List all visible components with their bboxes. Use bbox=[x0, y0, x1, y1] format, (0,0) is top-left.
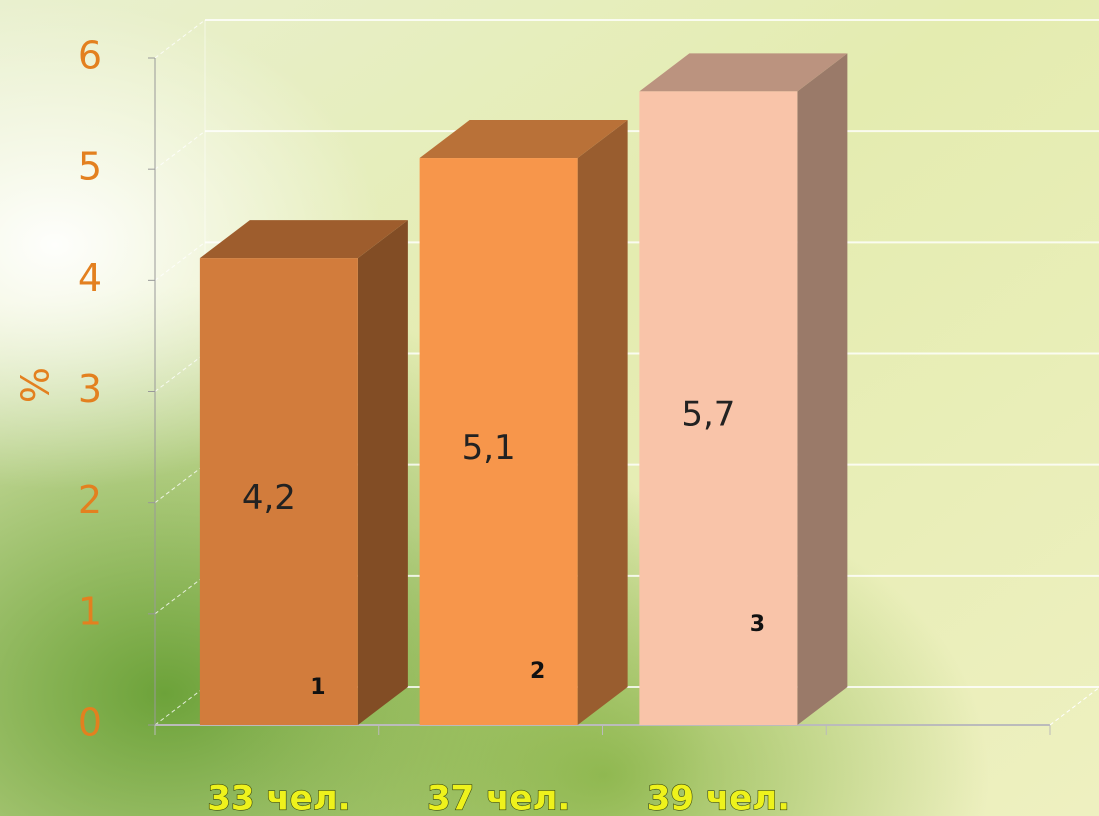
x-tick-label: 33 чел. bbox=[207, 779, 350, 816]
bar-annotation: 1 bbox=[310, 675, 325, 700]
value-label: 5,7 bbox=[681, 395, 735, 435]
x-tick-label: 39 чел. bbox=[647, 779, 790, 816]
y-tick-label: 5 bbox=[78, 145, 102, 189]
y-tick-label: 3 bbox=[78, 367, 102, 411]
y-axis-label: % bbox=[14, 367, 58, 403]
bar-annotation: 3 bbox=[750, 612, 765, 637]
y-tick-label: 2 bbox=[78, 478, 102, 522]
bar-side bbox=[797, 53, 847, 725]
y-tick-label: 6 bbox=[78, 34, 102, 78]
x-tick-label: 37 чел. bbox=[427, 779, 570, 816]
value-label: 4,2 bbox=[242, 478, 296, 518]
value-label: 5,1 bbox=[462, 428, 516, 468]
y-tick-label: 4 bbox=[78, 256, 102, 300]
y-tick-label: 1 bbox=[78, 589, 102, 633]
y-tick-label: 0 bbox=[78, 701, 102, 745]
chart: % 0 1 2 3 4 5 6 33 чел. 4,2 1 37 чел. 5,1 2 39 чел. 5,… bbox=[0, 0, 1099, 816]
bar-side bbox=[358, 220, 408, 725]
bar-side bbox=[578, 120, 628, 725]
bar-annotation: 2 bbox=[530, 659, 545, 684]
